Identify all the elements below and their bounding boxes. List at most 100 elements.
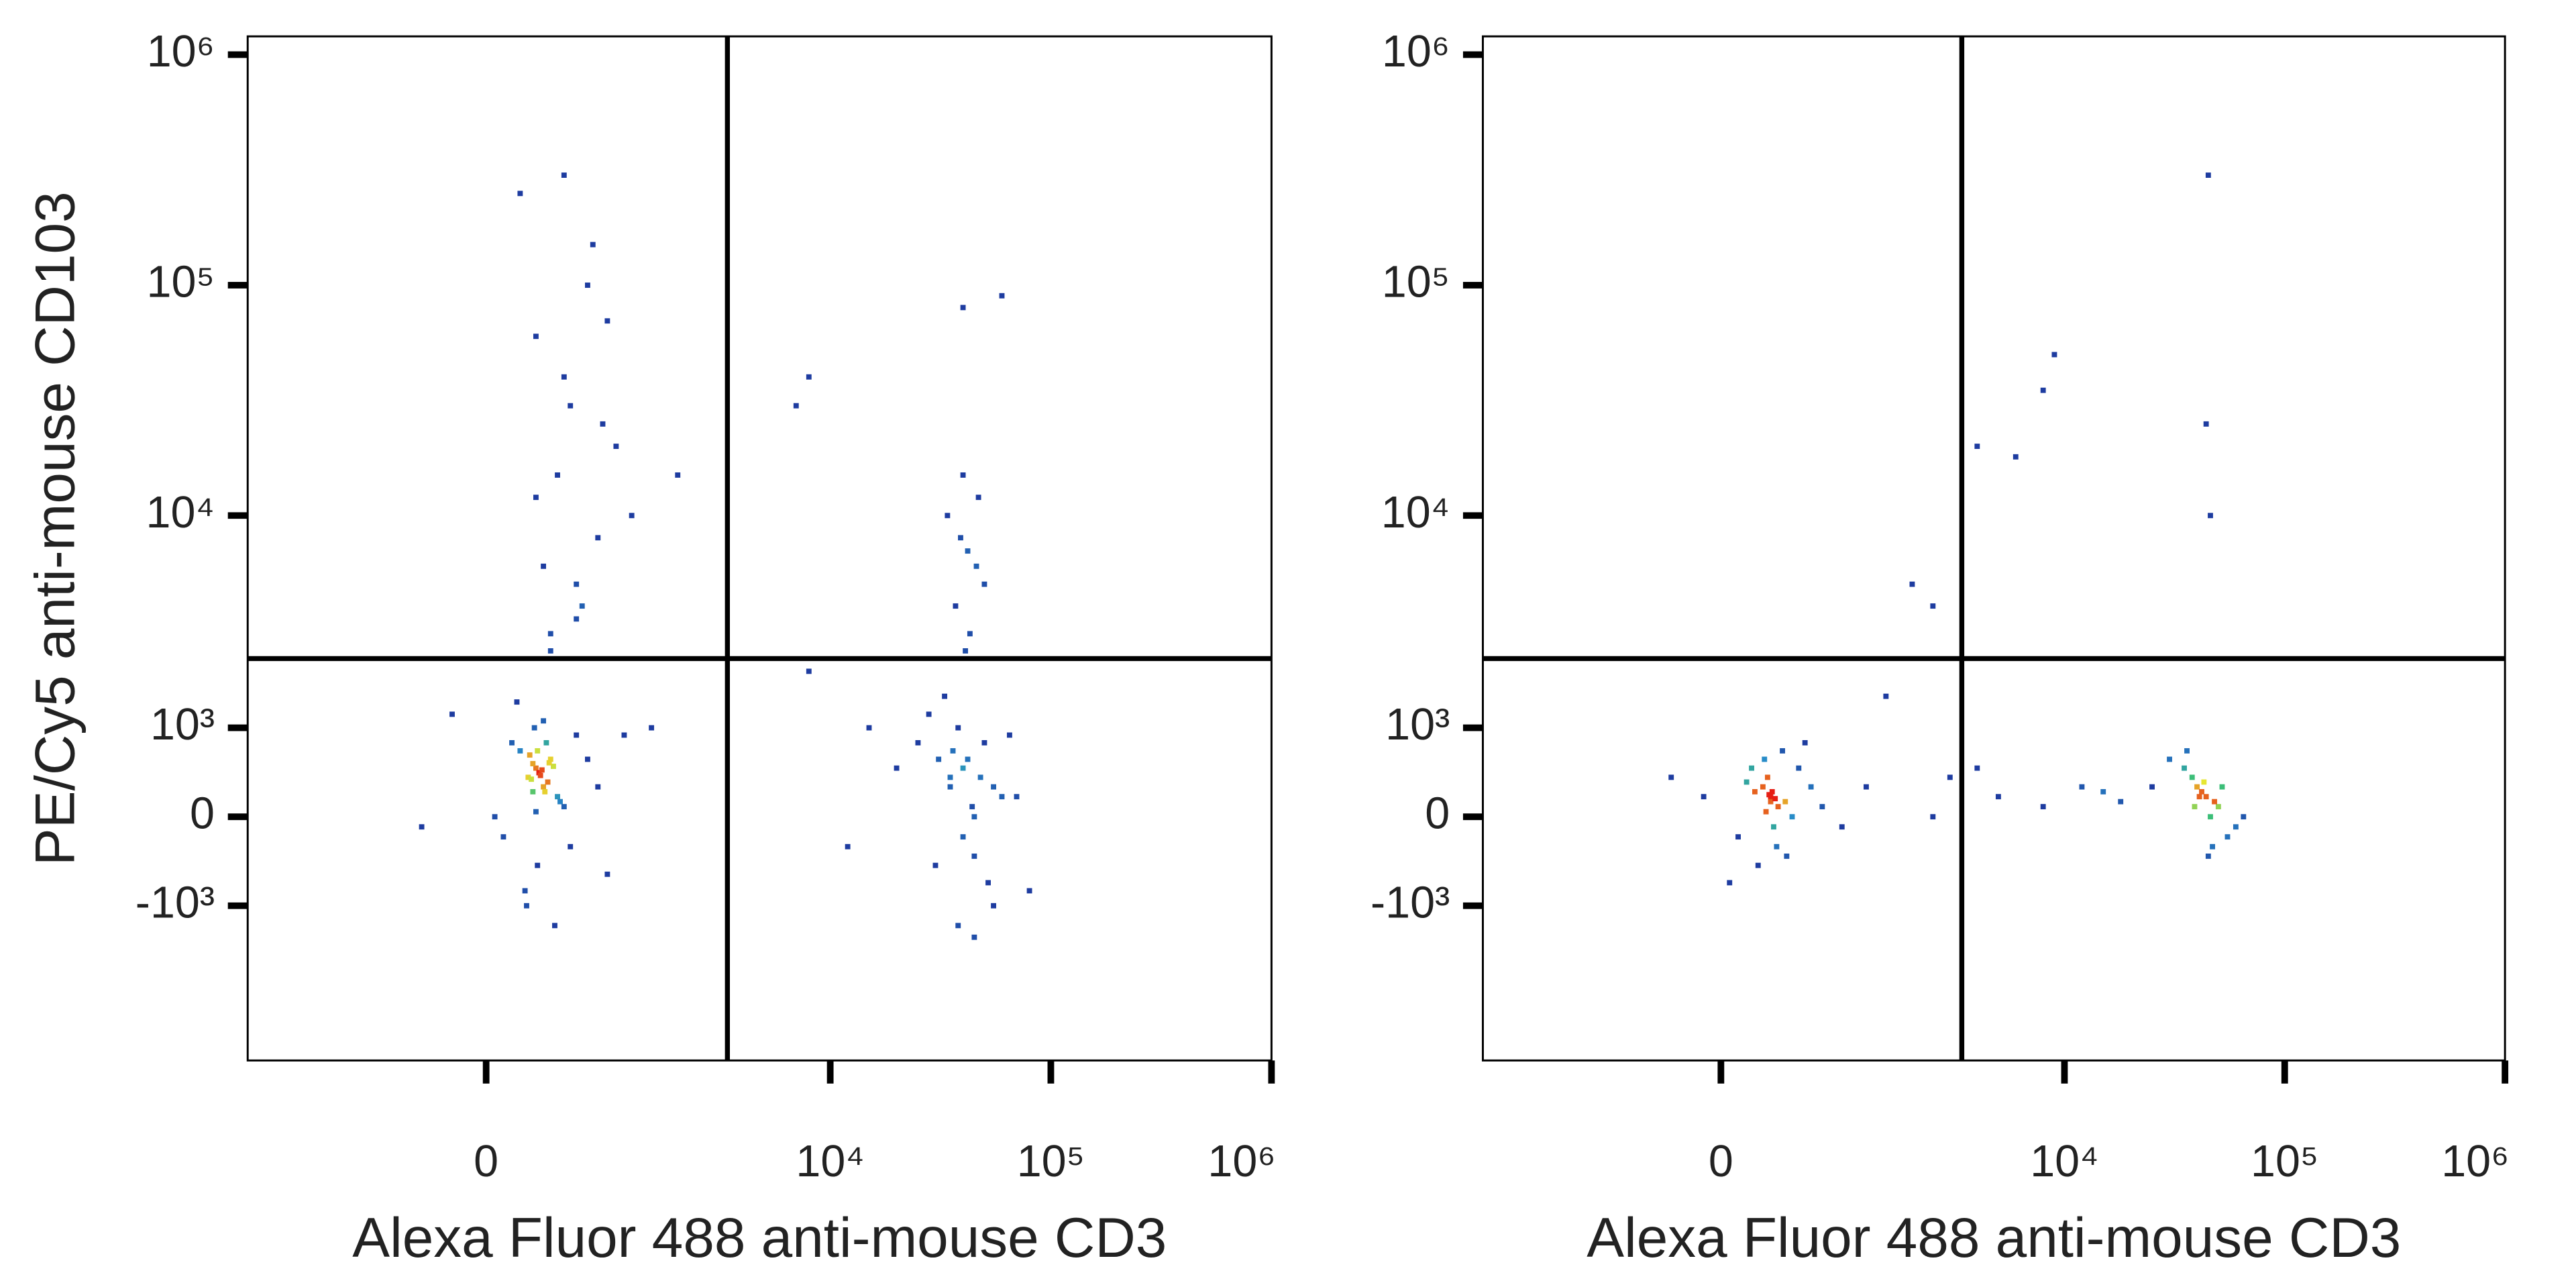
- event-dot: [960, 305, 966, 311]
- event-dot: [981, 739, 987, 746]
- event-dot: [604, 318, 610, 324]
- x-tick-label: 0: [1709, 1137, 1733, 1186]
- y-tick-label: 10³: [150, 700, 215, 750]
- event-dot: [2100, 788, 2106, 795]
- event-dot: [585, 756, 590, 762]
- x-tick-label: 10⁴: [2030, 1137, 2098, 1186]
- event-dot: [2194, 784, 2200, 790]
- event-dot: [530, 788, 536, 795]
- event-dot: [2203, 421, 2209, 427]
- event-dot: [1930, 603, 1936, 609]
- event-dot: [2182, 765, 2187, 771]
- event-dot: [971, 934, 977, 940]
- event-dot: [595, 784, 601, 790]
- event-dot: [1864, 784, 1869, 790]
- event-dot: [600, 421, 606, 427]
- event-dot: [533, 809, 539, 815]
- event-dot: [1006, 732, 1012, 738]
- event-dot: [675, 472, 681, 478]
- event-dot: [1802, 739, 1808, 746]
- event-dot: [2205, 853, 2211, 859]
- event-dot: [2208, 814, 2213, 820]
- event-dot: [629, 513, 635, 519]
- event-dot: [1789, 814, 1795, 820]
- event-dot: [1769, 788, 1775, 795]
- event-dot: [1796, 765, 1802, 771]
- event-dot: [1762, 756, 1768, 762]
- event-dot: [985, 880, 991, 886]
- event-dot: [845, 843, 851, 850]
- event-dot: [2219, 784, 2225, 790]
- event-dot: [2215, 804, 2221, 810]
- event-dot: [2212, 799, 2218, 805]
- event-dot: [537, 772, 543, 778]
- event-dot: [915, 739, 921, 746]
- x-tick-label: 10⁶: [2441, 1137, 2509, 1186]
- event-dot: [531, 725, 537, 731]
- event-dot: [960, 765, 966, 771]
- event-dot: [1839, 824, 1845, 830]
- event-dot: [590, 242, 596, 248]
- event-dot: [550, 764, 556, 769]
- event-dot: [973, 563, 979, 569]
- event-dot: [557, 799, 563, 805]
- event-dot: [585, 283, 590, 288]
- event-dot: [574, 732, 580, 738]
- event-dot: [2205, 172, 2211, 178]
- event-dot: [965, 548, 971, 554]
- event-dot: [965, 756, 971, 762]
- event-dot: [555, 472, 560, 478]
- event-dot: [530, 761, 536, 766]
- event-dot: [529, 776, 534, 782]
- event-dot: [552, 923, 557, 929]
- event-dot: [971, 853, 977, 859]
- panel: 10⁶ 10⁵ 10⁴ 10³ 0 -10³ 0 10⁴ 10⁵ 10⁶ Alexa Fluor 4…: [23, 27, 1276, 1269]
- event-dot: [419, 824, 425, 830]
- event-dot: [579, 603, 585, 609]
- event-dot: [960, 834, 966, 840]
- event-dot: [525, 774, 531, 780]
- event-dot: [522, 888, 528, 894]
- event-dot: [509, 739, 515, 746]
- event-dot: [2167, 756, 2172, 762]
- event-dot: [1775, 804, 1781, 810]
- event-dot: [1909, 581, 1915, 587]
- event-dot: [604, 871, 610, 877]
- event-dot: [1774, 843, 1780, 850]
- y-tick-label: 0: [190, 789, 215, 839]
- event-dot: [1701, 794, 1707, 800]
- y-tick-label: 10⁵: [1382, 258, 1450, 307]
- x-tick-label: 0: [474, 1137, 498, 1186]
- event-dot: [1974, 444, 1980, 450]
- event-dot: [981, 581, 987, 587]
- event-dot: [568, 843, 574, 850]
- event-dot: [533, 765, 539, 771]
- event-dot: [1947, 774, 1953, 780]
- event-dot: [958, 535, 963, 541]
- event-dot: [2040, 804, 2046, 810]
- event-dot: [541, 718, 547, 724]
- event-dot: [2241, 814, 2247, 820]
- event-dot: [932, 862, 938, 868]
- panel: 10⁶ 10⁵ 10⁴ 10³ 0 -10³ 0 10⁴ 10⁵ 10⁶ Alexa Fluor 4…: [1371, 27, 2509, 1269]
- event-dot: [1014, 794, 1020, 800]
- event-dot: [963, 648, 969, 654]
- event-dot: [2203, 794, 2209, 800]
- event-dot: [945, 513, 951, 519]
- event-dot: [449, 711, 455, 717]
- x-tick-label: 10⁵: [1017, 1137, 1085, 1186]
- event-dot: [793, 403, 799, 409]
- event-dot: [568, 403, 574, 409]
- event-dot: [542, 788, 548, 795]
- event-dot: [541, 563, 547, 569]
- event-dot: [936, 756, 942, 762]
- y-tick-label: -10³: [1371, 878, 1450, 927]
- event-dot: [2012, 454, 2019, 460]
- event-dot: [1766, 792, 1772, 798]
- event-dot: [533, 495, 539, 501]
- event-dot: [991, 784, 996, 790]
- event-dot: [975, 495, 981, 501]
- event-dot: [947, 784, 953, 790]
- event-dot: [950, 748, 956, 754]
